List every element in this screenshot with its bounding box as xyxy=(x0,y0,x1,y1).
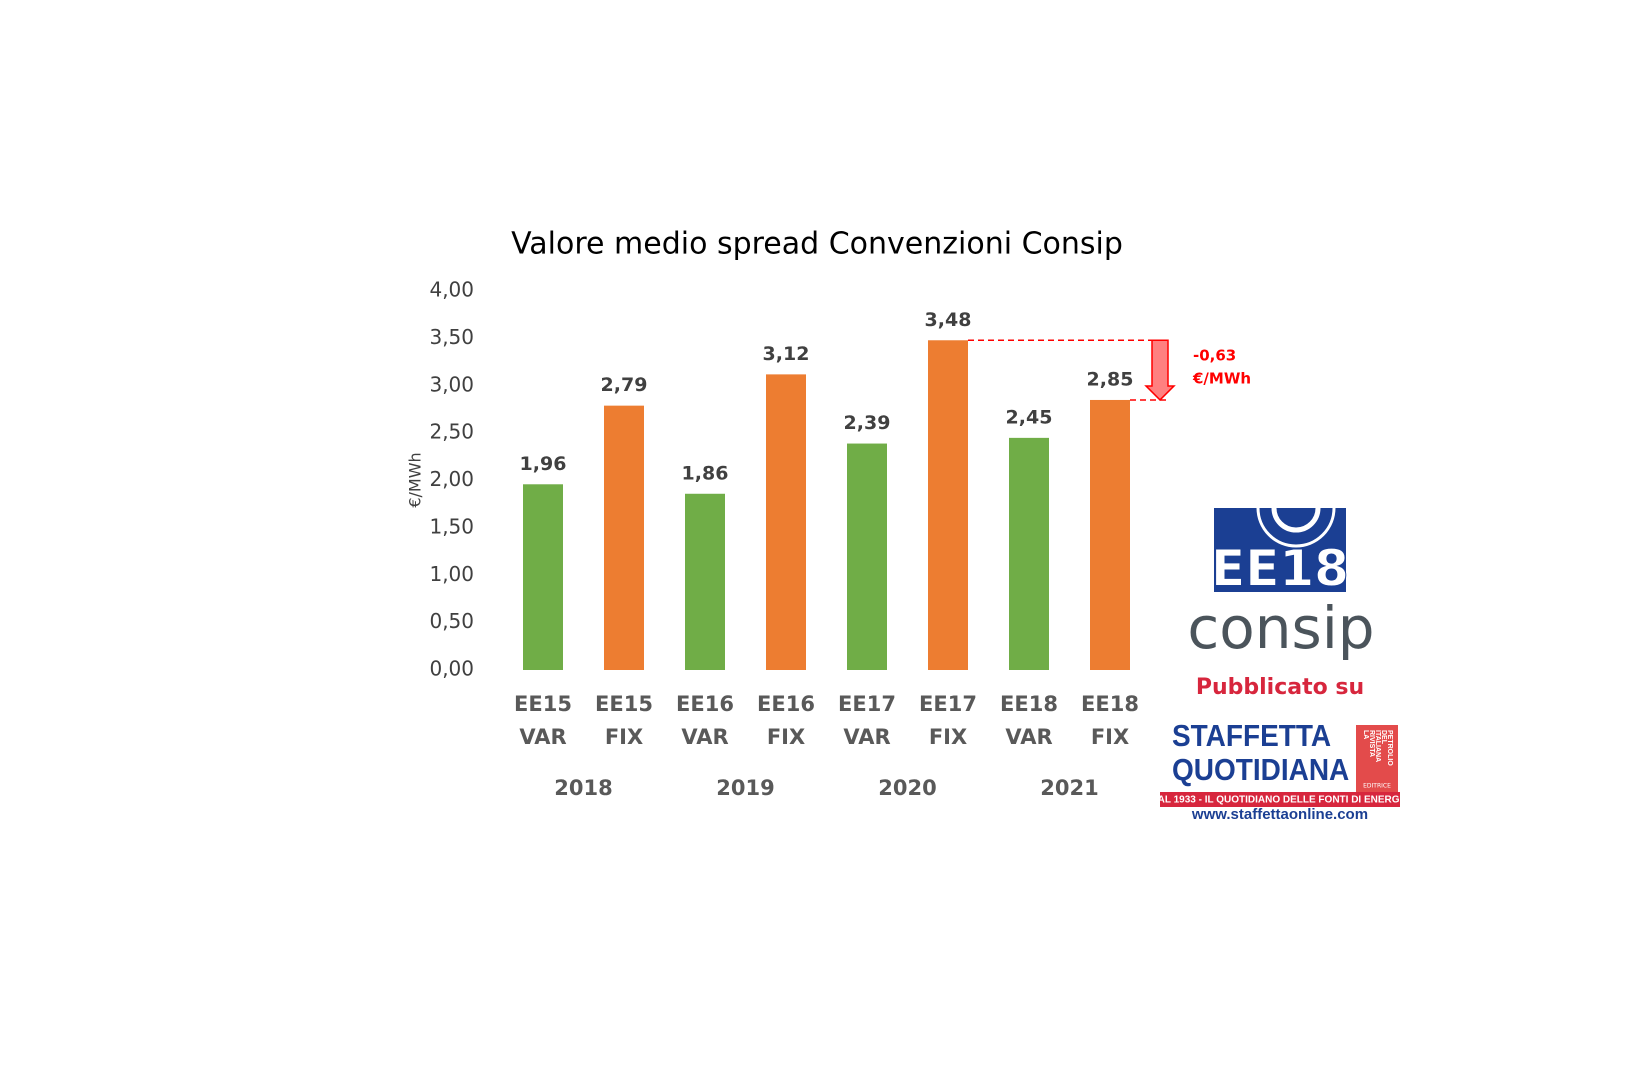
y-tick-label: 2,50 xyxy=(429,420,474,444)
y-tick-label: 1,50 xyxy=(429,514,474,538)
bar xyxy=(847,443,887,670)
x-tick-label: EE16 xyxy=(757,692,815,716)
x-tick-label: FIX xyxy=(929,725,967,749)
x-tick-label: EE15 xyxy=(595,692,653,716)
bar xyxy=(766,374,806,670)
x-tick-label: VAR xyxy=(519,725,566,749)
value-label: 1,96 xyxy=(520,453,567,475)
group-label: 2019 xyxy=(716,776,774,800)
value-label: 1,86 xyxy=(682,462,729,484)
group-label: 2018 xyxy=(554,776,612,800)
staffetta-line: QUOTIDIANA xyxy=(1172,753,1349,788)
x-tick-label: VAR xyxy=(843,725,890,749)
y-axis-label: €/MWh xyxy=(406,452,425,507)
published-label: Pubblicato su xyxy=(1196,675,1364,700)
url: www.staffettaonline.com xyxy=(1191,806,1368,823)
bar xyxy=(685,493,725,670)
x-tick-label: FIX xyxy=(605,725,643,749)
rivista-word: RIVISTA xyxy=(1368,730,1375,757)
annotation-unit: €/MWh xyxy=(1192,370,1251,388)
rivista-word: ITALIANA xyxy=(1374,730,1381,762)
group-label: 2020 xyxy=(878,776,936,800)
x-tick-label: VAR xyxy=(1005,725,1052,749)
group-label: 2021 xyxy=(1040,776,1098,800)
logo-ee18: EE18 xyxy=(1211,468,1349,598)
bar xyxy=(523,484,563,670)
bar xyxy=(1090,399,1130,670)
staffetta-line: STAFFETTA xyxy=(1172,719,1331,754)
rivista-word: DEL xyxy=(1380,730,1387,745)
value-label: 2,79 xyxy=(601,374,648,396)
y-tick-label: 2,00 xyxy=(429,467,474,491)
bar xyxy=(604,405,644,670)
x-tick-label: EE15 xyxy=(514,692,572,716)
tagline-bar xyxy=(1160,792,1400,807)
ee18-text: EE18 xyxy=(1211,540,1349,598)
consip-logo: consip xyxy=(1187,594,1374,662)
rivista-box xyxy=(1356,725,1398,792)
ee18-ring xyxy=(1271,483,1321,533)
logo-staffetta: STAFFETTA QUOTIDIANA LA RIVISTA ITALIANA DE… xyxy=(1150,719,1409,823)
x-tick-label: FIX xyxy=(1091,725,1129,749)
value-label: 2,45 xyxy=(1006,406,1053,428)
editrice: EDITRICE xyxy=(1363,783,1391,790)
value-label: 3,48 xyxy=(925,309,972,331)
bar xyxy=(928,340,968,670)
y-tick-label: 0,00 xyxy=(429,657,474,681)
chart-title: Valore medio spread Convenzioni Consip xyxy=(511,227,1123,262)
y-tick-label: 1,00 xyxy=(429,562,474,586)
annotation-value: -0,63 xyxy=(1193,347,1236,365)
x-tick-label: EE18 xyxy=(1081,692,1139,716)
rivista-word: PETROLIO xyxy=(1386,730,1393,766)
y-tick-label: 3,00 xyxy=(429,372,474,396)
x-tick-label: EE17 xyxy=(919,692,977,716)
x-tick-label: EE16 xyxy=(676,692,734,716)
y-tick-label: 4,00 xyxy=(429,278,474,302)
y-tick-label: 0,50 xyxy=(429,609,474,633)
x-tick-label: VAR xyxy=(681,725,728,749)
tagline: DAL 1933 - IL QUOTIDIANO DELLE FONTI DI … xyxy=(1150,795,1409,806)
x-tick-label: FIX xyxy=(767,725,805,749)
value-label: 3,12 xyxy=(763,343,810,365)
y-tick-label: 3,50 xyxy=(429,325,474,349)
arrow xyxy=(1144,339,1176,402)
rivista-word: LA xyxy=(1362,730,1369,739)
ee18-ring xyxy=(1256,468,1336,548)
x-tick-label: EE18 xyxy=(1000,692,1058,716)
bar xyxy=(1009,437,1049,670)
value-label: 2,85 xyxy=(1087,368,1134,390)
x-tick-label: EE17 xyxy=(838,692,896,716)
value-label: 2,39 xyxy=(844,412,891,434)
